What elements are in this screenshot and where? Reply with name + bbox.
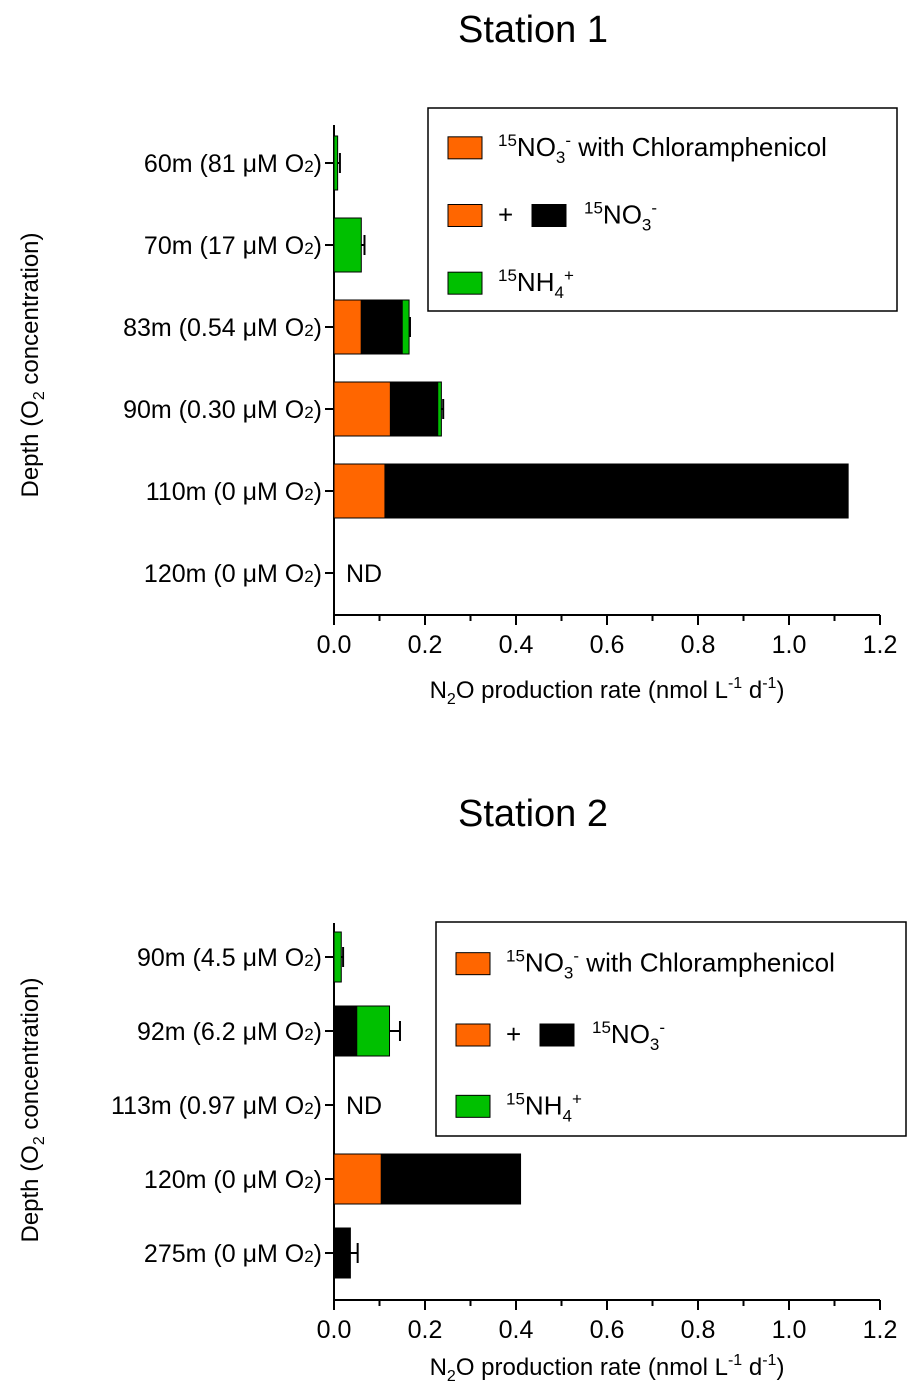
- legend: 15NO3- with Chloramphenicol + 15NO3- 15NH4+: [427, 107, 898, 312]
- legend-plus: +: [506, 1019, 521, 1049]
- legend-swatch-no3: [531, 204, 567, 227]
- bar-segment-no3: [333, 1227, 351, 1279]
- legend-swatch-chloramphenicol-2: [447, 204, 483, 227]
- x-axis-label: N2O production rate (nmol L-1 d-1): [430, 1352, 785, 1383]
- bar-segment-no3: [389, 381, 439, 437]
- bar-segment-nh4: [401, 299, 410, 355]
- x-tick-label: 0.2: [408, 1316, 443, 1344]
- bar-segment-nh4: [437, 381, 442, 437]
- chart-title: Station 1: [458, 9, 608, 51]
- x-tick-label: 0.0: [317, 631, 352, 659]
- bar-segment-no3: [333, 1005, 358, 1057]
- legend-box: [435, 921, 907, 1137]
- chart-title: Station 2: [458, 793, 608, 835]
- x-tick-label: 0.6: [590, 631, 625, 659]
- y-tick-label: 83m (0.54 μM O2): [123, 314, 322, 342]
- legend-swatch-nh4: [455, 1094, 491, 1118]
- legend-label-no3: 15NO3-: [584, 199, 657, 235]
- x-tick-label: 1.0: [772, 1316, 807, 1344]
- legend-swatch-no3: [539, 1023, 575, 1047]
- y-tick-label: 90m (0.30 μM O2): [123, 396, 322, 424]
- bar-segment-no3: [380, 1153, 522, 1205]
- y-tick-label: 120m (0 μM O2): [144, 560, 322, 588]
- y-axis-label: Depth (O2 concentration): [17, 977, 48, 1242]
- bar-segment-nh4: [333, 135, 339, 191]
- nd-annotation: ND: [346, 1092, 382, 1120]
- y-tick-label: 60m (81 μM O2): [144, 150, 322, 178]
- bar-segment-no3: [360, 299, 403, 355]
- y-tick-label: 92m (6.2 μM O2): [137, 1018, 322, 1046]
- chart-station-2: Station 2 0.0 0.2 0.4 0.6 0.8 1.0 1.2 N2O produc…: [17, 793, 907, 1383]
- legend-plus: +: [498, 200, 513, 230]
- legend-swatch-nh4: [447, 271, 483, 295]
- legend: 15NO3- with Chloramphenicol + 15NO3- 15NH4+: [435, 921, 907, 1137]
- legend-swatch-chloramphenicol: [455, 952, 491, 976]
- legend-label-no3: 15NO3-: [592, 1018, 665, 1054]
- bar-segment-nh4: [333, 217, 362, 273]
- y-tick-label: 120m (0 μM O2): [144, 1166, 322, 1194]
- y-tick-label: 110m (0 μM O2): [146, 478, 322, 506]
- y-tick-label: 275m (0 μM O2): [144, 1240, 322, 1268]
- legend-swatch-chloramphenicol: [447, 136, 483, 160]
- y-tick-label: 113m (0.97 μM O2): [111, 1092, 322, 1120]
- x-tick-label: 0.8: [681, 631, 716, 659]
- legend-label-nh4: 15NH4+: [506, 1089, 582, 1125]
- bar-segment-chloramphenicol: [333, 381, 391, 437]
- legend-label-nh4: 15NH4+: [498, 266, 574, 302]
- bar-segment-nh4: [356, 1005, 391, 1057]
- legend-box: [427, 107, 898, 312]
- x-tick-label: 1.2: [863, 631, 898, 659]
- bar-segment-no3: [384, 463, 849, 519]
- nd-annotation: ND: [346, 560, 382, 588]
- x-axis-label: N2O production rate (nmol L-1 d-1): [430, 675, 785, 708]
- x-tick-label: 1.2: [863, 1316, 898, 1344]
- legend-label-chloramphenicol: 15NO3- with Chloramphenicol: [506, 947, 835, 983]
- y-tick-label: 70m (17 μM O2): [144, 232, 322, 260]
- x-tick-label: 0.0: [317, 1316, 352, 1344]
- x-tick-label: 0.8: [681, 1316, 716, 1344]
- bar-segment-chloramphenicol: [333, 1153, 382, 1205]
- x-tick-label: 0.4: [499, 631, 534, 659]
- legend-label-chloramphenicol: 15NO3- with Chloramphenicol: [498, 131, 827, 167]
- y-tick-label: 90m (4.5 μM O2): [137, 944, 322, 972]
- bar-segment-chloramphenicol: [333, 463, 386, 519]
- x-tick-label: 0.6: [590, 1316, 625, 1344]
- bar-segment-chloramphenicol: [333, 299, 362, 355]
- x-tick-label: 0.4: [499, 1316, 534, 1344]
- bar-segment-nh4: [333, 931, 342, 983]
- x-tick-label: 0.2: [408, 631, 443, 659]
- y-axis-label: Depth (O2 concentration): [17, 232, 48, 497]
- x-tick-label: 1.0: [772, 631, 807, 659]
- chart-station-1: Station 1 0.0 0.2 0.4 0.6 0.8 1.0 1.2 N2O produc…: [17, 9, 898, 708]
- legend-swatch-chloramphenicol-2: [455, 1023, 491, 1047]
